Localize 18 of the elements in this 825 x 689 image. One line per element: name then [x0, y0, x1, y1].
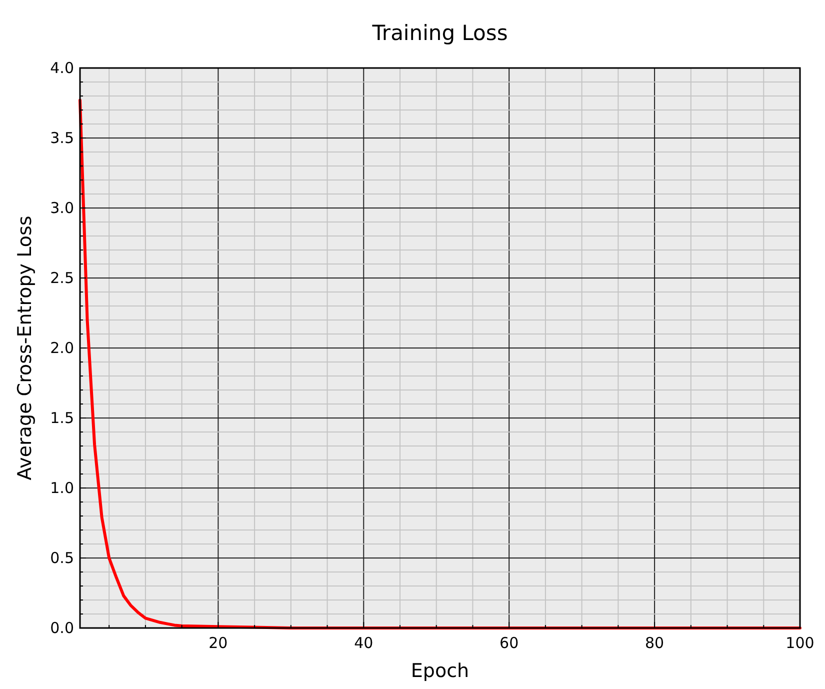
y-tick-label: 1.5	[50, 409, 74, 427]
y-tick-label: 0.5	[50, 549, 74, 567]
y-tick-label: 4.0	[50, 59, 74, 77]
x-axis-title: Epoch	[410, 660, 470, 682]
y-tick-label: 1.0	[50, 479, 74, 497]
y-axis-title: Average Cross-Entropy Loss	[14, 216, 36, 480]
chart-title: Training Loss	[371, 21, 508, 45]
x-tick-label: 100	[786, 634, 814, 652]
x-tick-label: 60	[500, 634, 519, 652]
line-series	[78, 98, 802, 630]
y-tick-label: 2.5	[50, 269, 74, 287]
y-tick-label: 3.0	[50, 199, 74, 217]
y-tick-label: 2.0	[50, 339, 74, 357]
x-tick-label: 40	[354, 634, 374, 652]
x-tick-label: 20	[208, 634, 228, 652]
x-tick-label: 80	[645, 634, 664, 652]
y-tick-label: 0.0	[50, 619, 74, 637]
y-tick-label: 3.5	[50, 129, 74, 147]
